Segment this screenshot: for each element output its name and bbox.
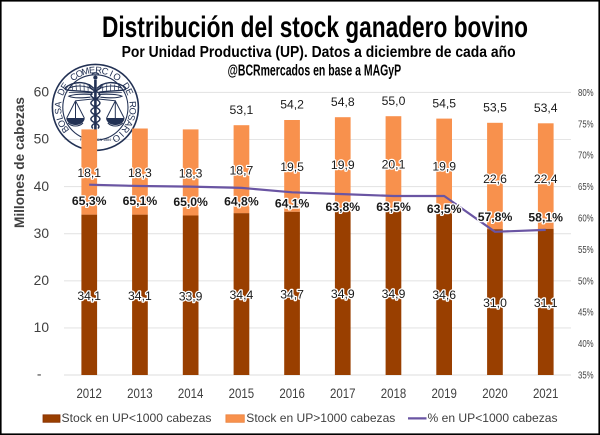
- svg-text:O: O: [127, 107, 138, 115]
- svg-text:19,5: 19,5: [280, 160, 304, 174]
- svg-text:O: O: [74, 68, 85, 80]
- svg-text:55,0: 55,0: [382, 94, 406, 108]
- svg-text:E: E: [123, 87, 135, 97]
- svg-text:75%: 75%: [578, 119, 594, 130]
- svg-text:D: D: [56, 87, 68, 98]
- svg-text:2017: 2017: [330, 385, 356, 401]
- svg-text:31,1: 31,1: [534, 296, 558, 310]
- svg-text:54,8: 54,8: [331, 95, 355, 109]
- svg-text:50%: 50%: [578, 276, 594, 287]
- svg-text:40%: 40%: [578, 339, 594, 350]
- svg-text:2012: 2012: [76, 385, 102, 401]
- svg-text:63,8%: 63,8%: [326, 200, 361, 214]
- svg-text:R: R: [95, 65, 103, 76]
- svg-text:C: C: [101, 66, 110, 77]
- svg-text:64,1%: 64,1%: [275, 197, 310, 211]
- svg-text:54,2: 54,2: [280, 98, 304, 112]
- svg-text:45%: 45%: [578, 308, 594, 319]
- svg-text:31,0: 31,0: [483, 296, 507, 310]
- svg-text:80%: 80%: [578, 88, 594, 99]
- svg-text:E: E: [88, 65, 95, 76]
- svg-text:19,9: 19,9: [432, 160, 456, 174]
- svg-text:30: 30: [34, 226, 50, 241]
- svg-text:18,3: 18,3: [128, 166, 152, 180]
- svg-text:34,9: 34,9: [382, 287, 406, 301]
- svg-text:34,6: 34,6: [432, 288, 456, 302]
- svg-text:60%: 60%: [578, 214, 594, 225]
- svg-text:2014: 2014: [178, 385, 204, 401]
- svg-text:10: 10: [34, 320, 50, 335]
- svg-text:D: D: [120, 81, 132, 92]
- svg-text:65,0%: 65,0%: [173, 195, 208, 209]
- svg-text:2020: 2020: [482, 385, 508, 401]
- svg-text:64,8%: 64,8%: [224, 195, 259, 209]
- svg-text:B: B: [59, 124, 71, 135]
- svg-text:S: S: [126, 113, 137, 122]
- svg-text:18,7: 18,7: [230, 163, 254, 177]
- svg-text:54,5: 54,5: [432, 96, 456, 110]
- svg-text:20,1: 20,1: [382, 158, 406, 172]
- svg-text:35%: 35%: [578, 371, 594, 382]
- svg-text:M: M: [81, 66, 91, 78]
- svg-text:58,1%: 58,1%: [528, 211, 563, 225]
- svg-text:53,5: 53,5: [483, 101, 507, 115]
- svg-text:I: I: [108, 69, 115, 79]
- svg-text:% en UP<1000 cabezas: % en UP<1000 cabezas: [428, 411, 558, 425]
- svg-text:Distribución del stock ganader: Distribución del stock ganadero bovino: [102, 11, 528, 44]
- svg-text:34,4: 34,4: [230, 288, 254, 302]
- svg-text:63,5%: 63,5%: [376, 200, 411, 214]
- svg-text:57,8%: 57,8%: [478, 210, 513, 224]
- svg-text:65,1%: 65,1%: [123, 194, 158, 208]
- svg-text:19,9: 19,9: [331, 158, 355, 172]
- svg-text:2016: 2016: [279, 385, 305, 401]
- svg-text:40: 40: [34, 179, 50, 194]
- svg-text:S: S: [53, 108, 64, 115]
- svg-text:I: I: [117, 130, 126, 139]
- svg-text:60: 60: [34, 85, 50, 100]
- svg-text:53,1: 53,1: [230, 103, 254, 117]
- svg-text:34,9: 34,9: [331, 287, 355, 301]
- svg-text:53,4: 53,4: [534, 101, 558, 115]
- svg-text:R: R: [119, 124, 131, 136]
- svg-text:18,3: 18,3: [179, 167, 203, 181]
- svg-text:33,9: 33,9: [179, 289, 203, 303]
- svg-text:O: O: [56, 118, 68, 129]
- svg-text:A: A: [123, 119, 135, 130]
- svg-text:2015: 2015: [229, 385, 255, 401]
- svg-text:@BCRmercados en base a MAGyP: @BCRmercados en base a MAGyP: [228, 62, 402, 79]
- svg-text:Por Unidad Productiva (UP). Da: Por Unidad Productiva (UP). Datos a dici…: [122, 44, 516, 61]
- svg-text:65,3%: 65,3%: [72, 194, 107, 208]
- svg-text:34,1: 34,1: [77, 289, 101, 303]
- svg-text:A: A: [53, 100, 63, 108]
- svg-text:O: O: [111, 71, 123, 83]
- svg-text:20: 20: [34, 273, 50, 288]
- svg-text:Millones de cabezas: Millones de cabezas: [12, 97, 27, 228]
- svg-text:2018: 2018: [381, 385, 407, 401]
- svg-text:65%: 65%: [578, 182, 594, 193]
- svg-text:70%: 70%: [578, 151, 594, 162]
- svg-text:34,7: 34,7: [280, 288, 304, 302]
- svg-text:2021: 2021: [533, 385, 559, 401]
- svg-text:R: R: [127, 101, 138, 109]
- svg-text:22,4: 22,4: [534, 172, 558, 186]
- svg-text:C: C: [68, 71, 79, 83]
- svg-text:63,5%: 63,5%: [427, 202, 462, 216]
- svg-text:22,6: 22,6: [483, 172, 507, 186]
- svg-text:O: O: [110, 132, 122, 144]
- svg-text:18,1: 18,1: [77, 166, 101, 180]
- svg-text:E: E: [59, 81, 71, 92]
- svg-text:34,1: 34,1: [128, 289, 152, 303]
- svg-text:Stock en UP<1000 cabezas: Stock en UP<1000 cabezas: [62, 411, 212, 425]
- svg-text:-: -: [37, 367, 42, 382]
- svg-text:L: L: [54, 114, 65, 122]
- svg-text:55%: 55%: [578, 245, 594, 256]
- svg-text:2013: 2013: [127, 385, 153, 401]
- svg-text:Stock en UP>1000 cabezas: Stock en UP>1000 cabezas: [246, 411, 395, 425]
- svg-text:50: 50: [34, 132, 50, 147]
- svg-text:2019: 2019: [431, 385, 457, 401]
